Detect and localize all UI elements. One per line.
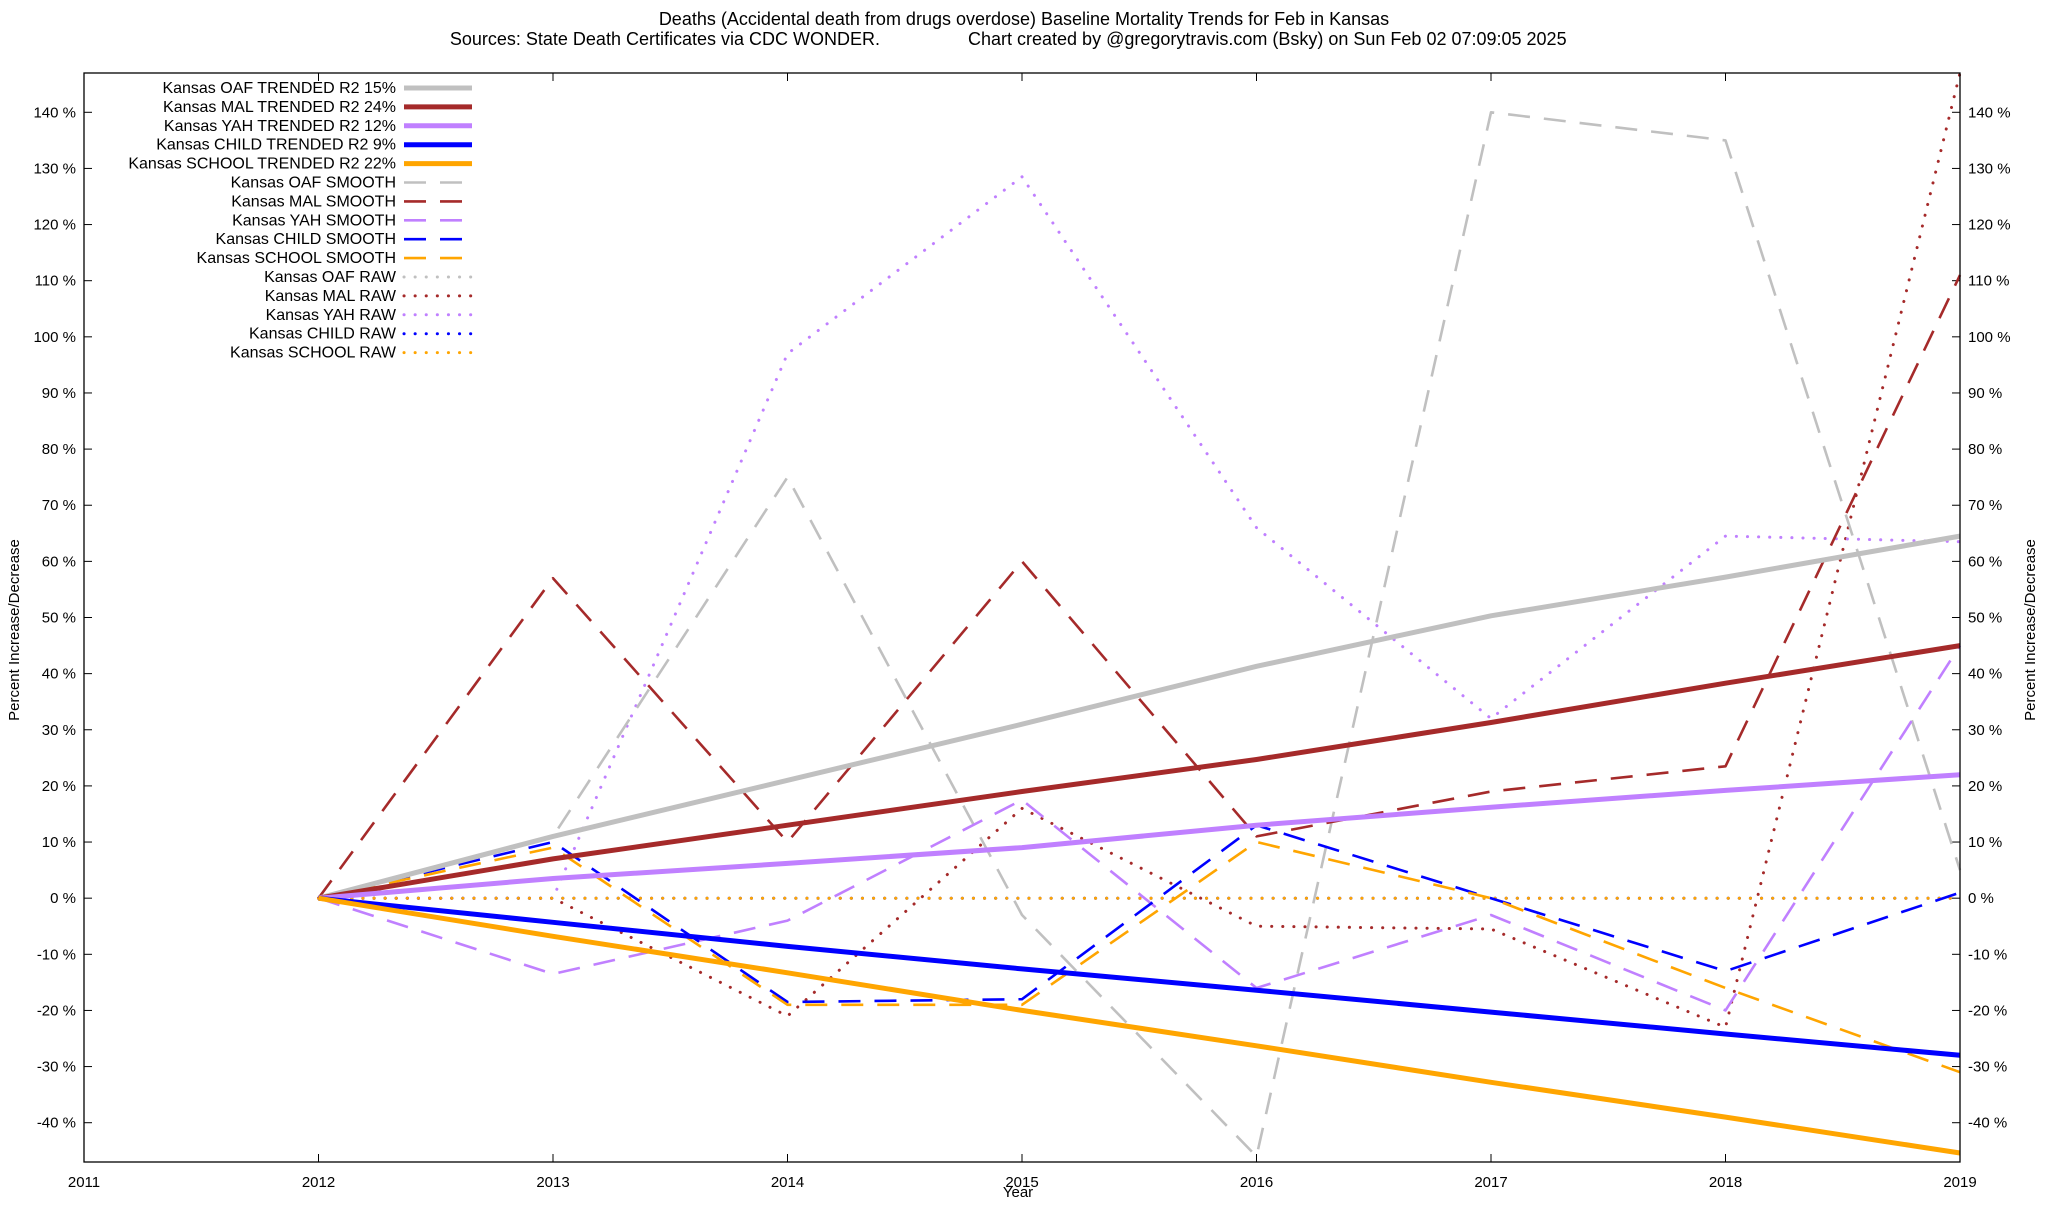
legend-label: Kansas YAH TRENDED R2 12%	[164, 118, 396, 135]
y-tick-label-left: 110 %	[35, 273, 76, 290]
legend-label: Kansas SCHOOL RAW	[230, 345, 397, 362]
y-tick-label-right: 30 %	[1968, 722, 2002, 739]
legend-label: Kansas YAH RAW	[266, 307, 397, 324]
x-tick-label: 2019	[1943, 1174, 1976, 1191]
plot-frame	[83, 72, 1961, 1163]
legend-label: Kansas CHILD RAW	[249, 326, 397, 343]
series-line-kansas-mal-smooth	[317, 274, 1962, 899]
y-tick-label-right: 60 %	[1968, 553, 2002, 570]
x-tick-label: 2017	[1474, 1174, 1507, 1191]
chart-title: Deaths (Accidental death from drugs over…	[659, 9, 1389, 29]
chart-subtitle-left: Sources: State Death Certificates via CD…	[450, 29, 880, 49]
chart-subtitle-right: Chart created by @gregorytravis.com (Bsk…	[968, 29, 1567, 49]
series-line-kansas-school-trended-r2-22	[318, 895, 1961, 1156]
y-tick-label-right: 120 %	[1968, 217, 2011, 234]
y-tick-label-right: 10 %	[1968, 834, 2002, 851]
y-tick-label-right: -10 %	[1968, 946, 2007, 963]
x-tick-label: 2015	[1005, 1174, 1038, 1191]
y-tick-label-left: 130 %	[33, 160, 76, 177]
x-tick-label: 2014	[771, 1174, 804, 1191]
y-tick-label-left: 90 %	[42, 385, 76, 402]
plot-area: -40 % -40 % -30 % -30 % -20 % -20 % -10 % -10 %…	[33, 71, 2011, 1191]
legend-label: Kansas OAF SMOOTH	[231, 175, 396, 192]
y-tick-label-right: -40 %	[1968, 1115, 2007, 1132]
y-tick-label-left: -20 %	[37, 1002, 76, 1019]
legend-label: Kansas MAL SMOOTH	[231, 193, 396, 210]
x-tick-label: 2013	[536, 1174, 569, 1191]
series-line-kansas-yah-trended-r2-12	[318, 772, 1961, 901]
y-tick-label-left: 100 %	[33, 329, 76, 346]
y-tick-label-left: 50 %	[42, 610, 76, 627]
y-tick-label-right: 110 %	[1968, 273, 2009, 290]
x-tick-label: 2011	[68, 1174, 100, 1191]
x-tick-label: 2016	[1240, 1174, 1273, 1191]
y-tick-label-left: 0 %	[50, 890, 76, 907]
series-line-kansas-school-smooth	[318, 840, 1961, 1074]
y-tick-label-right: 40 %	[1968, 666, 2002, 683]
series-line-kansas-mal-trended-r2-24	[318, 643, 1961, 901]
series-line-kansas-oaf-trended-r2-15	[317, 533, 1961, 901]
y-tick-label-right: 70 %	[1968, 497, 2002, 514]
y-tick-label-left: -30 %	[37, 1059, 76, 1076]
y-tick-label-left: -10 %	[37, 946, 76, 963]
series-line-kansas-oaf-smooth	[318, 111, 1962, 1158]
y-tick-label-right: 0 %	[1968, 890, 1994, 907]
x-tick-label: 2018	[1709, 1174, 1742, 1191]
series-line-kansas-yah-smooth	[318, 644, 1962, 1012]
y-tick-label-right: 140 %	[1968, 104, 2011, 121]
series-line-kansas-mal-raw	[317, 71, 1962, 1029]
legend-label: Kansas SCHOOL SMOOTH	[197, 250, 396, 267]
y-tick-label-left: 70 %	[42, 497, 76, 514]
legend-label: Kansas OAF RAW	[264, 269, 397, 286]
series-line-kansas-child-trended-r2-9	[318, 895, 1961, 1058]
x-tick-label: 2012	[302, 1174, 335, 1191]
legend-label: Kansas CHILD TRENDED R2 9%	[156, 137, 396, 154]
legend-label: Kansas CHILD SMOOTH	[216, 231, 396, 248]
y-tick-label-left: 20 %	[42, 778, 76, 795]
y-tick-label-right: 80 %	[1968, 441, 2002, 458]
y-tick-label-right: 90 %	[1968, 385, 2002, 402]
y-tick-label-left: 80 %	[42, 441, 76, 458]
y-tick-label-left: 120 %	[33, 217, 76, 234]
y-tick-label-left: 10 %	[42, 834, 76, 851]
y-tick-label-right: 50 %	[1968, 610, 2002, 627]
y-tick-label-left: 140 %	[33, 104, 76, 121]
series-line-kansas-yah-raw	[317, 175, 1962, 900]
y-tick-label-left: 30 %	[42, 722, 76, 739]
y-tick-label-right: -30 %	[1968, 1059, 2007, 1076]
legend-label: Kansas MAL TRENDED R2 24%	[163, 99, 396, 116]
legend-label: Kansas SCHOOL TRENDED R2 22%	[128, 156, 396, 173]
y-tick-label-right: 130 %	[1968, 160, 2011, 177]
y-tick-label-left: 40 %	[42, 666, 76, 683]
series-line-kansas-child-smooth	[318, 823, 1961, 1004]
y-tick-label-right: 20 %	[1968, 778, 2002, 795]
y-tick-label-right: 100 %	[1968, 329, 2011, 346]
legend-label: Kansas MAL RAW	[265, 288, 397, 305]
y-tick-label-right: -20 %	[1968, 1002, 2007, 1019]
y-axis-label-right: Percent Increase/Decrease	[2022, 539, 2039, 721]
x-axis-label: Year	[1003, 1184, 1033, 1200]
y-tick-label-left: -40 %	[37, 1115, 76, 1132]
y-axis-label-left: Percent Increase/Decrease	[6, 539, 23, 721]
legend-label: Kansas OAF TRENDED R2 15%	[162, 80, 396, 97]
y-tick-label-left: 60 %	[42, 553, 76, 570]
legend-label: Kansas YAH SMOOTH	[232, 212, 396, 229]
legend: Kansas OAF TRENDED R2 15% Kansas MAL TREN…	[128, 80, 474, 362]
